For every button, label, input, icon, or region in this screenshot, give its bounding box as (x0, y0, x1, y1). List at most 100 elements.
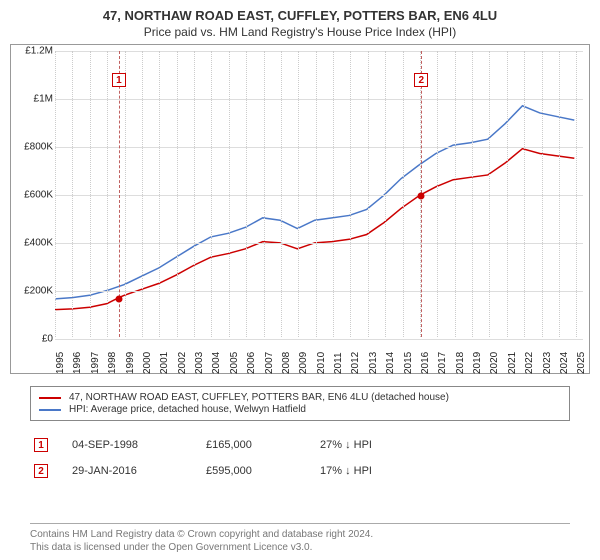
footer-attribution: Contains HM Land Registry data © Crown c… (30, 523, 570, 554)
sale-row-marker: 2 (34, 464, 48, 478)
x-axis-label: 2011 (333, 352, 344, 374)
x-axis-label: 2003 (194, 352, 205, 374)
x-axis-label: 2017 (437, 352, 448, 374)
gridline-horizontal (55, 291, 583, 292)
gridline-vertical (524, 51, 525, 337)
gridline-vertical (437, 51, 438, 337)
y-axis-label: £400K (11, 238, 53, 249)
gridline-vertical (281, 51, 282, 337)
x-axis-label: 2025 (576, 352, 587, 374)
x-axis-label: 1996 (72, 352, 83, 374)
gridline-vertical (229, 51, 230, 337)
y-axis-label: £600K (11, 190, 53, 201)
y-axis-label: £1M (11, 94, 53, 105)
sale-date: 04-SEP-1998 (72, 439, 182, 451)
gridline-vertical (542, 51, 543, 337)
legend-swatch (39, 409, 61, 411)
gridline-horizontal (55, 243, 583, 244)
gridline-vertical (125, 51, 126, 337)
gridline-vertical (559, 51, 560, 337)
gridline-vertical (316, 51, 317, 337)
chart-title: 47, NORTHAW ROAD EAST, CUFFLEY, POTTERS … (0, 8, 600, 23)
x-axis-label: 2005 (229, 352, 240, 374)
x-axis-label: 2019 (472, 352, 483, 374)
x-axis-label: 1995 (55, 352, 66, 374)
gridline-vertical (455, 51, 456, 337)
gridline-vertical (194, 51, 195, 337)
x-axis-label: 2010 (316, 352, 327, 374)
x-axis-label: 2009 (298, 352, 309, 374)
chart-subtitle: Price paid vs. HM Land Registry's House … (0, 25, 600, 39)
x-axis-label: 2000 (142, 352, 153, 374)
footer-line1: Contains HM Land Registry data © Crown c… (30, 528, 570, 541)
gridline-vertical (159, 51, 160, 337)
legend-item: 47, NORTHAW ROAD EAST, CUFFLEY, POTTERS … (39, 392, 561, 403)
gridline-vertical (350, 51, 351, 337)
gridline-vertical (472, 51, 473, 337)
gridline-vertical (55, 51, 56, 337)
x-axis-label: 2021 (507, 352, 518, 374)
x-axis-label: 2022 (524, 352, 535, 374)
legend-swatch (39, 397, 61, 399)
sale-row-marker: 1 (34, 438, 48, 452)
gridline-horizontal (55, 195, 583, 196)
x-axis-label: 2012 (350, 352, 361, 374)
x-axis-label: 2015 (403, 352, 414, 374)
gridline-vertical (72, 51, 73, 337)
y-axis-label: £200K (11, 286, 53, 297)
gridline-horizontal (55, 339, 583, 340)
sale-dot-2 (418, 193, 425, 200)
x-axis-label: 2013 (368, 352, 379, 374)
y-axis-label: £800K (11, 142, 53, 153)
chart-area: £0£200K£400K£600K£800K£1M£1.2M1995199619… (10, 44, 590, 374)
gridline-vertical (107, 51, 108, 337)
x-axis-label: 2007 (264, 352, 275, 374)
gridline-horizontal (55, 51, 583, 52)
legend-label: HPI: Average price, detached house, Welw… (69, 404, 306, 415)
x-axis-label: 1999 (125, 352, 136, 374)
sale-dot-1 (115, 296, 122, 303)
x-axis-label: 2024 (559, 352, 570, 374)
gridline-vertical (385, 51, 386, 337)
gridline-vertical (507, 51, 508, 337)
x-axis-label: 1997 (90, 352, 101, 374)
chart-title-block: 47, NORTHAW ROAD EAST, CUFFLEY, POTTERS … (0, 0, 600, 43)
sale-price: £595,000 (206, 465, 296, 477)
sale-delta: 17% ↓ HPI (320, 465, 430, 477)
y-axis-label: £1.2M (11, 46, 53, 57)
sale-dashed-line (119, 51, 120, 337)
sale-row: 2 29-JAN-2016 £595,000 17% ↓ HPI (30, 458, 570, 484)
legend-item: HPI: Average price, detached house, Welw… (39, 404, 561, 415)
x-axis-label: 2001 (159, 352, 170, 374)
sale-price: £165,000 (206, 439, 296, 451)
gridline-vertical (489, 51, 490, 337)
gridline-vertical (177, 51, 178, 337)
gridline-horizontal (55, 99, 583, 100)
sale-marker-2: 2 (414, 73, 428, 87)
x-axis-label: 2002 (177, 352, 188, 374)
x-axis-label: 2008 (281, 352, 292, 374)
x-axis-label: 2018 (455, 352, 466, 374)
sales-table: 1 04-SEP-1998 £165,000 27% ↓ HPI 2 29-JAN-201… (30, 432, 570, 484)
gridline-vertical (576, 51, 577, 337)
gridline-horizontal (55, 147, 583, 148)
x-axis-label: 2014 (385, 352, 396, 374)
x-axis-label: 2023 (542, 352, 553, 374)
footer-line2: This data is licensed under the Open Gov… (30, 541, 570, 554)
gridline-vertical (403, 51, 404, 337)
gridline-vertical (142, 51, 143, 337)
gridline-vertical (211, 51, 212, 337)
x-axis-label: 1998 (107, 352, 118, 374)
sale-delta: 27% ↓ HPI (320, 439, 430, 451)
gridline-vertical (90, 51, 91, 337)
sale-row: 1 04-SEP-1998 £165,000 27% ↓ HPI (30, 432, 570, 458)
sale-marker-1: 1 (112, 73, 126, 87)
gridline-vertical (246, 51, 247, 337)
gridline-vertical (368, 51, 369, 337)
legend-box: 47, NORTHAW ROAD EAST, CUFFLEY, POTTERS … (30, 386, 570, 421)
gridline-vertical (264, 51, 265, 337)
x-axis-label: 2020 (489, 352, 500, 374)
x-axis-label: 2016 (420, 352, 431, 374)
x-axis-label: 2004 (211, 352, 222, 374)
sale-date: 29-JAN-2016 (72, 465, 182, 477)
